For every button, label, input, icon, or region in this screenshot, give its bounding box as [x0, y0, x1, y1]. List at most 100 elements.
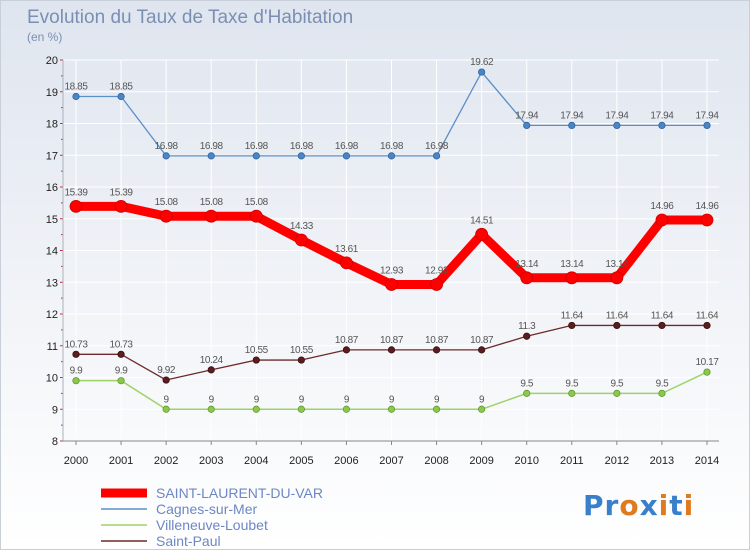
data-point: [159, 209, 173, 223]
data-label: 19.62: [470, 57, 494, 68]
data-point: [342, 152, 351, 160]
x-tick-label: 2006: [334, 455, 358, 467]
data-label: 18.85: [64, 82, 88, 93]
data-point: [523, 389, 531, 397]
data-label: 16.98: [290, 141, 314, 152]
data-point: [430, 278, 443, 291]
data-label: 14.51: [470, 215, 494, 226]
data-point: [207, 405, 215, 413]
x-tick-label: 2003: [199, 455, 223, 467]
y-tick-label: 13: [46, 277, 58, 289]
data-point: [613, 321, 621, 330]
data-label: 17.94: [605, 110, 629, 121]
data-label: 9.5: [611, 378, 625, 389]
x-tick-label: 2012: [605, 455, 629, 467]
data-point: [162, 152, 170, 160]
data-label: 10.87: [470, 335, 494, 346]
data-label: 11.64: [561, 310, 584, 321]
data-point: [478, 405, 486, 413]
data-point: [568, 389, 576, 397]
data-label: 13.14: [515, 259, 539, 270]
data-label: 15.08: [245, 197, 269, 208]
y-tick-label: 15: [46, 214, 58, 226]
data-label: 10.87: [335, 335, 359, 346]
data-point: [565, 271, 579, 285]
data-label: 10.24: [200, 355, 224, 366]
data-label: 14.96: [650, 201, 674, 212]
data-label: 9.5: [520, 378, 534, 389]
x-tick-label: 2014: [695, 455, 719, 467]
data-point: [475, 227, 489, 241]
y-tick-label: 16: [46, 182, 58, 194]
data-point: [114, 199, 128, 213]
grid-layer: [63, 59, 719, 441]
data-point: [72, 350, 80, 358]
data-label: 17.94: [695, 110, 719, 121]
x-tick-label: 2005: [289, 455, 313, 467]
data-label: 16.98: [425, 141, 449, 152]
data-label: 10.55: [245, 345, 269, 356]
data-point: [252, 356, 260, 364]
data-point: [252, 405, 260, 413]
legend-label: SAINT-LAURENT-DU-VAR: [156, 485, 323, 501]
data-label: 9: [344, 394, 350, 405]
data-label: 11.64: [696, 310, 719, 321]
y-tick-label: 10: [46, 373, 58, 385]
data-point: [703, 321, 711, 330]
data-label: 9.5: [656, 378, 670, 389]
y-tick-label: 18: [46, 119, 58, 131]
x-tick-label: 2000: [64, 455, 88, 467]
data-label: 12.93: [380, 265, 404, 276]
data-label: 18.85: [110, 82, 134, 93]
data-label: 9: [479, 394, 485, 405]
data-point: [610, 271, 624, 285]
data-label: 9: [254, 394, 260, 405]
data-point: [613, 121, 621, 130]
data-label-layer: 15.39 15.39 15.08 15.08 15.08 14.33 13.61 12.93…: [64, 57, 719, 405]
data-point: [703, 368, 711, 376]
data-label: 15.39: [64, 187, 88, 198]
axes-layer: 8 9 10 11 12 13 14 15 16 17 18 19 20 2000 2001 2002 2003…: [46, 55, 719, 467]
y-tick-label: 11: [47, 341, 58, 353]
data-point: [297, 405, 305, 413]
data-point: [478, 68, 486, 76]
data-label: 13.61: [335, 244, 359, 255]
y-tick-label: 20: [46, 55, 58, 67]
data-point: [252, 152, 260, 160]
data-label: 13.14: [560, 259, 584, 270]
x-tick-label: 2004: [244, 455, 268, 467]
data-label: 17.94: [650, 110, 674, 121]
y-tick-label: 19: [46, 87, 58, 99]
data-point: [207, 152, 215, 160]
data-point: [342, 346, 351, 354]
data-point: [432, 152, 441, 160]
data-label: 10.55: [290, 345, 314, 356]
data-label: 9: [434, 394, 440, 405]
data-label: 17.94: [560, 110, 584, 121]
data-label: 16.98: [155, 141, 179, 152]
data-label: 9.92: [157, 365, 176, 376]
data-label: 9: [389, 394, 395, 405]
data-label: 10.87: [425, 335, 449, 346]
data-label: 10.73: [110, 339, 134, 350]
x-tick-label: 2002: [154, 455, 178, 467]
data-point: [568, 121, 576, 130]
data-point: [658, 121, 666, 130]
data-label: 16.98: [380, 141, 404, 152]
data-point: [297, 152, 305, 160]
data-label: 11.64: [606, 310, 629, 321]
legend-label: Cagnes-sur-Mer: [156, 501, 257, 517]
data-point: [520, 271, 534, 285]
x-tick-label: 2007: [379, 455, 403, 467]
data-point: [387, 346, 396, 354]
y-tick-label: 14: [46, 246, 58, 258]
data-label: 16.98: [335, 141, 359, 152]
x-tick-label: 2008: [424, 455, 448, 467]
chart-title: Evolution du Taux de Taxe d'Habitation: [27, 7, 354, 28]
data-point: [432, 405, 441, 413]
data-label: 17.94: [515, 110, 539, 121]
data-point: [385, 278, 398, 291]
data-label: 12.93: [425, 265, 449, 276]
legend-label: Saint-Paul: [156, 533, 221, 549]
